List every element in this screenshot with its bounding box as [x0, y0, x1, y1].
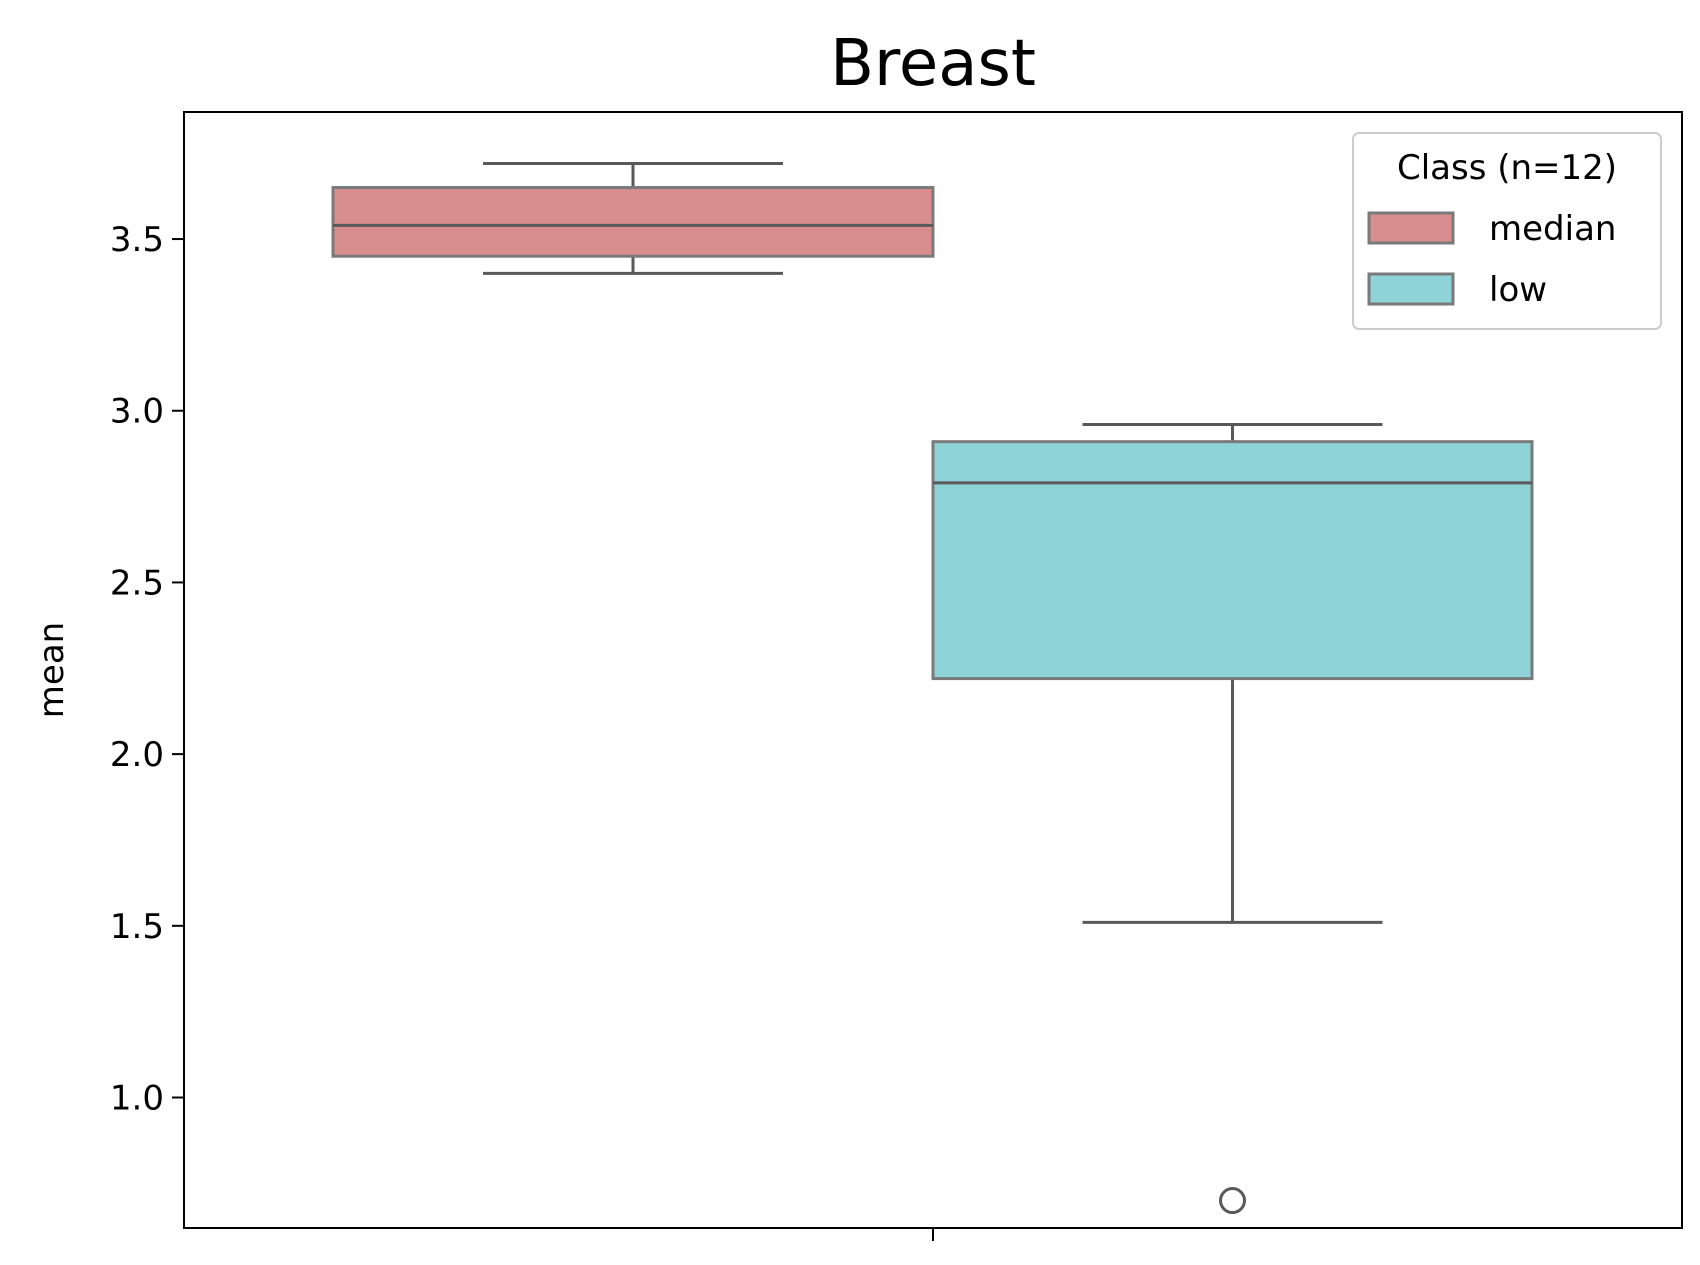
y-axis-label: mean — [32, 622, 72, 718]
legend-swatch-low — [1367, 272, 1455, 306]
legend-title: Class (n=12) — [1397, 148, 1617, 188]
y-axis: 1.0 1.5 2.0 2.5 3.0 3.5 — [110, 220, 184, 1119]
legend-swatch-median — [1367, 211, 1455, 245]
box-median — [331, 162, 935, 275]
y-tick-label: 1.5 — [110, 907, 164, 947]
legend-label-median: median — [1489, 209, 1616, 249]
box-body — [931, 440, 1534, 681]
legend: Class (n=12) median low — [1352, 132, 1662, 330]
y-tick-label: 2.0 — [110, 735, 164, 775]
box-body — [331, 186, 935, 258]
y-tick-label: 1.0 — [110, 1079, 164, 1119]
box-low — [931, 422, 1534, 1215]
y-tick-label: 3.0 — [110, 392, 164, 432]
chart-title: Breast — [830, 27, 1036, 101]
y-tick-label: 3.5 — [110, 220, 164, 260]
legend-items: median low — [1367, 209, 1616, 310]
y-tick-label: 2.5 — [110, 563, 164, 603]
legend-label-low: low — [1489, 270, 1547, 310]
outlier-point — [1219, 1187, 1246, 1215]
box-series-group — [331, 162, 1534, 1215]
